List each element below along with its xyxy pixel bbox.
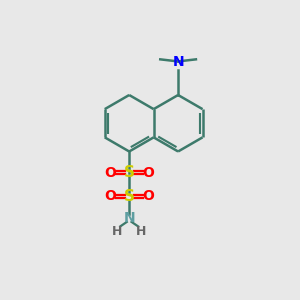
Text: N: N (123, 212, 135, 225)
Text: O: O (142, 189, 154, 203)
Text: O: O (142, 166, 154, 180)
Text: H: H (112, 225, 122, 238)
Text: O: O (104, 189, 116, 203)
Text: O: O (104, 166, 116, 180)
Text: H: H (136, 225, 146, 238)
Text: S: S (124, 165, 135, 180)
Text: S: S (124, 189, 135, 204)
Text: N: N (172, 55, 184, 69)
